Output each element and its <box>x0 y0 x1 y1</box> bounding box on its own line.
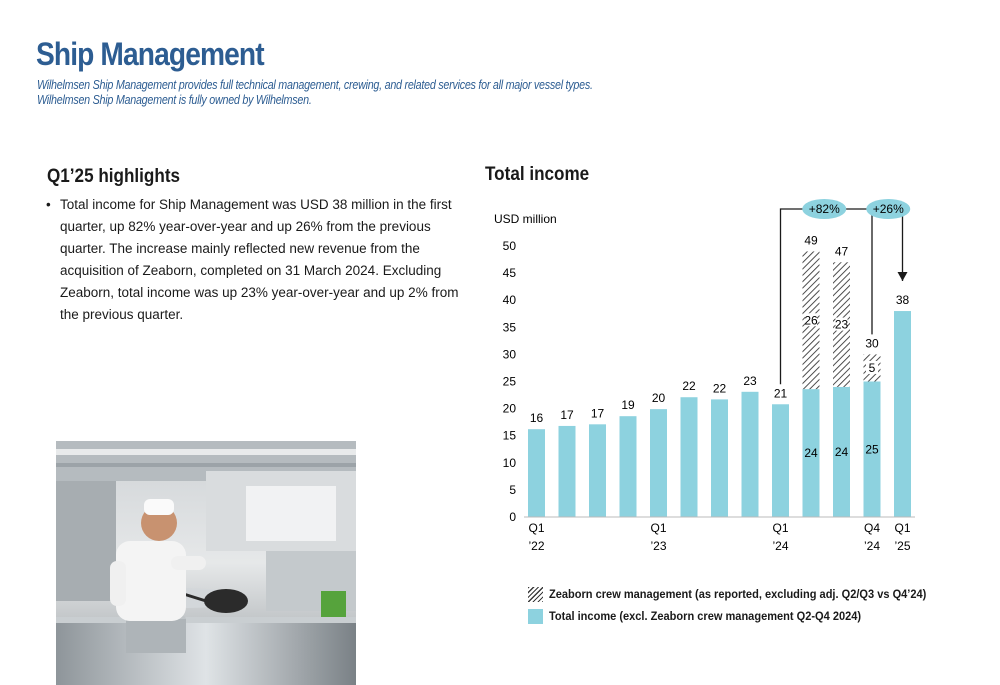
x-tick-label: ’22 <box>528 539 544 553</box>
bar-base-value-label: 25 <box>865 442 879 456</box>
bar-total-label: 20 <box>652 391 666 405</box>
x-tick-label: ’25 <box>894 539 910 553</box>
chart-legend: Zeaborn crew management (as reported, ex… <box>528 583 959 627</box>
y-tick-label: 45 <box>503 266 517 280</box>
chef-photo-illustration <box>56 441 356 685</box>
bar-total-label: 17 <box>560 408 574 422</box>
growth-annotations: +82% +26% <box>779 199 911 385</box>
subtitle-line: Wilhelmsen Ship Management provides full… <box>37 78 593 92</box>
bar-zeaborn-value-label: 23 <box>835 318 849 332</box>
hatch-label-bg <box>805 313 817 327</box>
legend-item-total-income: Total income (excl. Zeaborn crew managem… <box>528 605 959 627</box>
bar-total-label: 38 <box>896 293 910 307</box>
y-axis-label: USD million <box>494 212 557 226</box>
page-subtitle: Wilhelmsen Ship Management provides full… <box>37 78 593 108</box>
bar-base-value-label: 24 <box>804 446 818 460</box>
y-tick-label: 35 <box>503 320 517 334</box>
annotation-bubble <box>866 199 911 219</box>
legend-swatch-solid <box>528 608 543 624</box>
y-tick-label: 0 <box>509 510 516 524</box>
bar-total-income <box>528 429 545 517</box>
legend-swatch-hatched <box>528 586 543 602</box>
bar-total-income <box>894 311 911 517</box>
chart-title: Total income <box>485 164 590 185</box>
x-tick-label: ’23 <box>650 539 666 553</box>
bar-total-income <box>650 409 667 517</box>
hatch-label-bg <box>866 360 878 374</box>
bar-total-label: 21 <box>774 386 788 400</box>
bar-total-label: 16 <box>530 411 544 425</box>
x-tick-label: ’24 <box>864 539 880 553</box>
x-tick-label: Q4 <box>864 521 880 535</box>
data-labels: 16 17 17 19 20 22 22 23 21 49 24 26 47 24 23 30 25 5 38 <box>530 233 910 460</box>
bar-total-income <box>558 425 576 517</box>
bar-zeaborn-value-label: 26 <box>804 313 818 327</box>
annotation-label: +82% <box>809 202 840 216</box>
y-tick-label: 30 <box>503 347 517 361</box>
bar-total-income <box>680 397 698 517</box>
x-tick-label: Q1 <box>650 521 666 535</box>
y-tick-label: 50 <box>503 239 517 253</box>
y-tick-label: 10 <box>503 456 517 470</box>
bar-total-label: 22 <box>713 381 727 395</box>
x-tick-label: Q1 <box>894 521 910 535</box>
y-tick-label: 25 <box>503 375 517 389</box>
y-tick-label: 40 <box>503 293 517 307</box>
annotation-label: +26% <box>873 202 904 216</box>
bar-total-label: 49 <box>804 233 818 247</box>
bar-total-income <box>863 381 881 517</box>
bar-total-label: 47 <box>835 244 849 258</box>
bars <box>524 251 915 518</box>
bar-base-value-label: 24 <box>835 445 849 459</box>
x-tick-label: Q1 <box>772 521 788 535</box>
legend-label: Zeaborn crew management (as reported, ex… <box>549 587 927 601</box>
annotation-bubble <box>802 199 847 219</box>
highlights-heading: Q1’25 highlights <box>47 166 181 187</box>
legend-label: Total income (excl. Zeaborn crew managem… <box>549 609 862 623</box>
bar-total-income <box>833 386 850 517</box>
bar-total-label: 30 <box>865 336 879 350</box>
legend-item-zeaborn: Zeaborn crew management (as reported, ex… <box>528 583 959 605</box>
x-axis: Q1 ’22 Q1 ’23 Q1 ’24 Q4 ’24 Q1 ’25 <box>528 521 910 553</box>
bar-total-income <box>711 399 728 517</box>
chef-cooking-photo <box>56 441 356 685</box>
page-title: Ship Management <box>36 36 265 72</box>
hatch-label-bg <box>835 317 848 331</box>
x-tick-label: Q1 <box>528 521 544 535</box>
bar-total-income <box>619 416 637 517</box>
y-tick-label: 15 <box>503 429 517 443</box>
bar-total-label: 23 <box>743 374 757 388</box>
bar-total-income <box>802 389 820 517</box>
bar-total-label: 22 <box>682 379 696 393</box>
bar-total-label: 19 <box>621 398 635 412</box>
y-axis: 0 5 10 15 20 25 30 35 40 45 50 <box>503 239 517 524</box>
subtitle-line: Wilhelmsen Ship Management is fully owne… <box>37 93 312 107</box>
y-tick-label: 20 <box>503 402 517 416</box>
highlights-body: Total income for Ship Management was USD… <box>46 194 466 326</box>
x-tick-label: ’24 <box>772 539 788 553</box>
y-tick-label: 5 <box>509 483 516 497</box>
highlights-bullet: Total income for Ship Management was USD… <box>46 194 466 326</box>
bar-total-income <box>772 404 789 517</box>
bar-total-income <box>741 391 759 517</box>
bar-zeaborn-value-label: 5 <box>869 361 876 375</box>
bar-total-income <box>589 424 606 517</box>
bar-total-label: 17 <box>591 406 605 420</box>
annotation-arrowhead <box>897 272 908 282</box>
